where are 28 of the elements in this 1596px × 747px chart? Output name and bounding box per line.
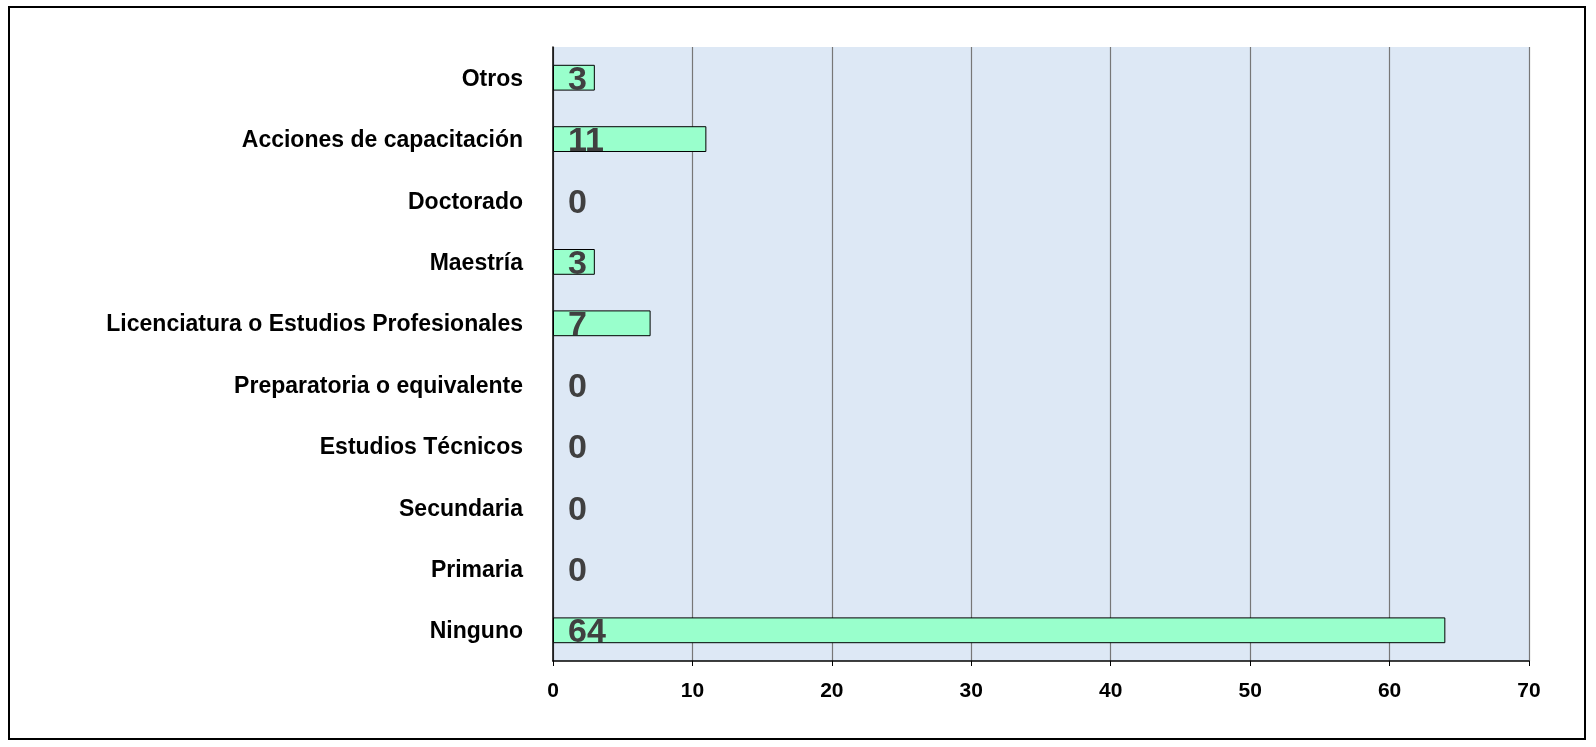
- x-tick-label: 40: [1099, 678, 1123, 701]
- data-label: 0: [568, 488, 587, 527]
- data-label: 0: [568, 549, 587, 588]
- data-label: 0: [568, 181, 587, 220]
- data-label: 0: [568, 427, 587, 466]
- y-tick-label: Ninguno: [429, 617, 523, 644]
- y-tick-label: Secundaria: [399, 494, 524, 521]
- x-tick-label: 60: [1377, 678, 1402, 701]
- y-tick-label: Doctorado: [408, 187, 523, 214]
- data-label: 7: [568, 304, 587, 343]
- x-tick-label: 20: [820, 678, 844, 701]
- x-tick-label: 50: [1238, 678, 1262, 701]
- x-tick-label: 10: [680, 678, 705, 701]
- data-label: 11: [568, 120, 604, 159]
- data-label: 3: [568, 242, 587, 281]
- y-tick-label: Otros: [461, 64, 523, 91]
- y-tick-label: Maestría: [429, 248, 524, 275]
- x-tick-label: 0: [547, 678, 559, 701]
- y-tick-label: Licenciatura o Estudios Profesionales: [106, 310, 523, 337]
- data-label: 3: [568, 58, 587, 97]
- y-tick-label: Acciones de capacitación: [241, 126, 523, 153]
- data-label: 0: [568, 365, 587, 404]
- y-tick-label: Preparatoria o equivalente: [234, 371, 523, 398]
- x-tick-label: 70: [1517, 678, 1541, 701]
- y-tick-label: Estudios Técnicos: [319, 433, 523, 460]
- x-tick-label: 30: [959, 678, 983, 701]
- data-label: 64: [568, 611, 606, 650]
- y-tick-label: Primaria: [430, 555, 524, 582]
